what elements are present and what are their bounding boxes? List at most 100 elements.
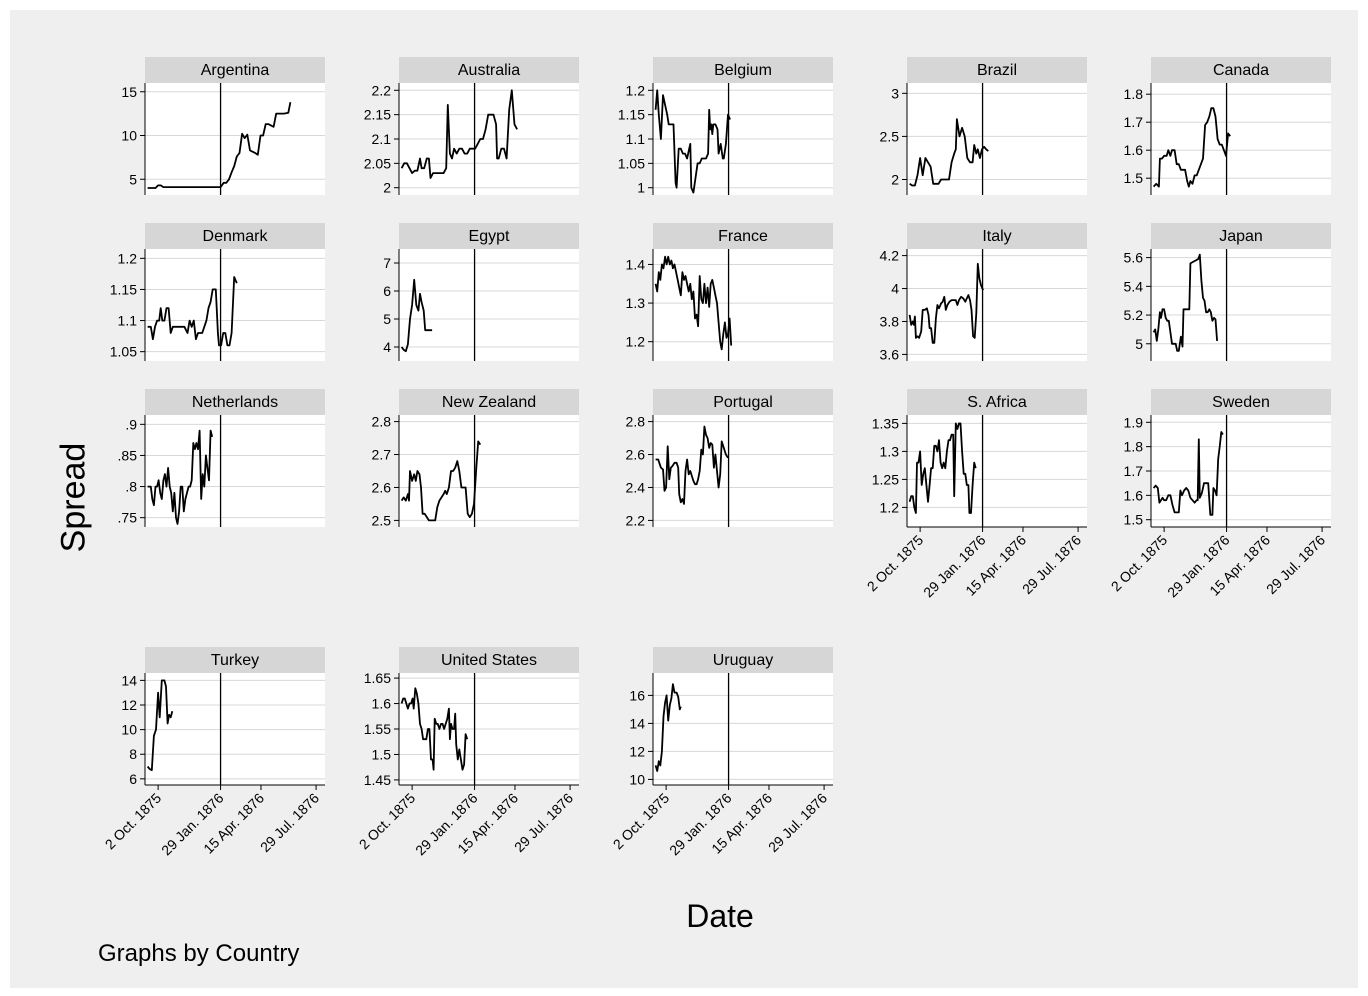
- y-tick-label-belgium: 1.1: [626, 131, 646, 147]
- series-line-portugal: [655, 425, 729, 505]
- y-tick-label-japan: 5.4: [1124, 278, 1144, 294]
- series-line-denmark: [147, 276, 238, 347]
- panel-header-italy: [907, 223, 1087, 249]
- plot-area-denmark: [145, 249, 325, 361]
- series-line-uruguay: [654, 683, 682, 772]
- y-tick-label-denmark: 1.15: [110, 281, 137, 297]
- x-tick-label-s-africa: 2 Oct. 1875: [864, 532, 927, 595]
- x-tick-label-s-africa: 29 Jul. 1876: [1019, 532, 1084, 597]
- y-tick-label-italy: 4: [891, 281, 899, 297]
- panel-header-turkey: [145, 647, 325, 673]
- panel-header-japan: [1151, 223, 1331, 249]
- panel-title-egypt: Egypt: [469, 228, 510, 245]
- y-tick-label-sweden: 1.6: [1124, 487, 1144, 503]
- y-tick-label-belgium: 1.15: [618, 107, 645, 123]
- x-tick-label-united-states: 29 Jul. 1876: [511, 790, 576, 855]
- series-line-belgium: [654, 89, 731, 194]
- panel-title-new-zealand: New Zealand: [442, 394, 536, 411]
- y-tick-label-argentina: 5: [129, 171, 137, 187]
- y-tick-label-canada: 1.6: [1124, 142, 1144, 158]
- y-tick-label-denmark: 1.1: [118, 313, 138, 329]
- y-tick-label-japan: 5.2: [1124, 307, 1144, 323]
- y-tick-label-netherlands: .9: [125, 416, 137, 432]
- y-tick-label-australia: 2: [383, 180, 391, 196]
- plot-area-egypt: [399, 249, 579, 361]
- y-tick-label-france: 1.4: [626, 256, 646, 272]
- y-tick-label-brazil: 3: [891, 85, 899, 101]
- series-line-s-africa: [908, 422, 977, 514]
- series-line-sweden: [1152, 431, 1224, 516]
- panel-title-italy: Italy: [982, 228, 1011, 245]
- panel-title-denmark: Denmark: [203, 228, 269, 245]
- y-tick-label-australia: 2.05: [364, 155, 391, 171]
- panel-header-canada: [1151, 57, 1331, 83]
- y-tick-label-netherlands: .8: [125, 479, 137, 495]
- y-tick-label-australia: 2.2: [372, 82, 392, 98]
- panel-title-belgium: Belgium: [714, 62, 772, 79]
- series-line-france: [654, 255, 733, 351]
- panel-header-s-africa: [907, 389, 1087, 415]
- y-tick-label-turkey: 6: [129, 771, 137, 787]
- y-tick-label-brazil: 2: [891, 171, 899, 187]
- panel-title-canada: Canada: [1213, 62, 1269, 79]
- x-tick-label-united-states: 2 Oct. 1875: [356, 790, 419, 853]
- y-tick-label-new-zealand: 2.8: [372, 414, 392, 430]
- y-tick-label-united-states: 1.6: [372, 696, 392, 712]
- x-axis-title: Date: [686, 898, 754, 934]
- plot-area-turkey: [145, 673, 325, 785]
- small-multiples-chart: Argentina51015Australia22.052.12.152.2Be…: [102, 57, 1331, 858]
- panel-header-egypt: [399, 223, 579, 249]
- y-tick-label-canada: 1.7: [1124, 114, 1144, 130]
- y-tick-label-s-africa: 1.25: [872, 471, 899, 487]
- plot-area-uruguay: [653, 673, 833, 785]
- panel-title-argentina: Argentina: [201, 62, 270, 79]
- panel-header-denmark: [145, 223, 325, 249]
- panel-header-belgium: [653, 57, 833, 83]
- series-line-canada: [1152, 107, 1231, 188]
- y-tick-label-united-states: 1.55: [364, 721, 391, 737]
- y-tick-label-turkey: 14: [121, 672, 137, 688]
- y-tick-label-italy: 3.8: [880, 313, 900, 329]
- y-tick-label-denmark: 1.2: [118, 250, 138, 266]
- panel-header-portugal: [653, 389, 833, 415]
- y-tick-label-netherlands: .85: [118, 447, 138, 463]
- y-tick-label-united-states: 1.65: [364, 670, 391, 686]
- panel-title-netherlands: Netherlands: [192, 394, 278, 411]
- y-tick-label-s-africa: 1.35: [872, 415, 899, 431]
- series-line-japan: [1152, 253, 1218, 352]
- panel-title-uruguay: Uruguay: [713, 652, 773, 669]
- x-tick-label-sweden: 29 Jul. 1876: [1263, 532, 1328, 597]
- y-axis-title: Spread: [54, 442, 93, 553]
- series-line-new-zealand: [400, 440, 482, 522]
- series-line-brazil: [909, 118, 989, 187]
- y-tick-label-united-states: 1.45: [364, 772, 391, 788]
- panel-header-brazil: [907, 57, 1087, 83]
- y-tick-label-new-zealand: 2.6: [372, 479, 392, 495]
- panel-title-australia: Australia: [458, 62, 520, 79]
- plot-area-new-zealand: [399, 415, 579, 527]
- y-tick-label-australia: 2.15: [364, 107, 391, 123]
- y-tick-label-egypt: 4: [383, 339, 391, 355]
- y-tick-label-turkey: 8: [129, 746, 137, 762]
- x-tick-label-turkey: 2 Oct. 1875: [102, 790, 165, 853]
- y-tick-label-japan: 5.6: [1124, 250, 1144, 266]
- panel-header-new-zealand: [399, 389, 579, 415]
- panel-header-france: [653, 223, 833, 249]
- plot-area-italy: [907, 249, 1087, 361]
- y-tick-label-uruguay: 16: [629, 687, 645, 703]
- series-line-australia: [400, 89, 518, 179]
- y-tick-label-egypt: 6: [383, 283, 391, 299]
- panel-title-portugal: Portugal: [713, 394, 773, 411]
- y-tick-label-turkey: 12: [121, 697, 137, 713]
- y-tick-label-uruguay: 12: [629, 743, 645, 759]
- y-tick-label-australia: 2.1: [372, 131, 392, 147]
- panel-header-uruguay: [653, 647, 833, 673]
- y-tick-label-portugal: 2.2: [626, 512, 646, 528]
- panel-title-japan: Japan: [1219, 228, 1263, 245]
- plot-area-argentina: [145, 83, 325, 195]
- y-tick-label-united-states: 1.5: [372, 746, 392, 762]
- x-tick-label-uruguay: 2 Oct. 1875: [610, 790, 673, 853]
- y-tick-label-egypt: 7: [383, 255, 391, 271]
- y-tick-label-argentina: 10: [121, 128, 137, 144]
- y-tick-label-turkey: 10: [121, 722, 137, 738]
